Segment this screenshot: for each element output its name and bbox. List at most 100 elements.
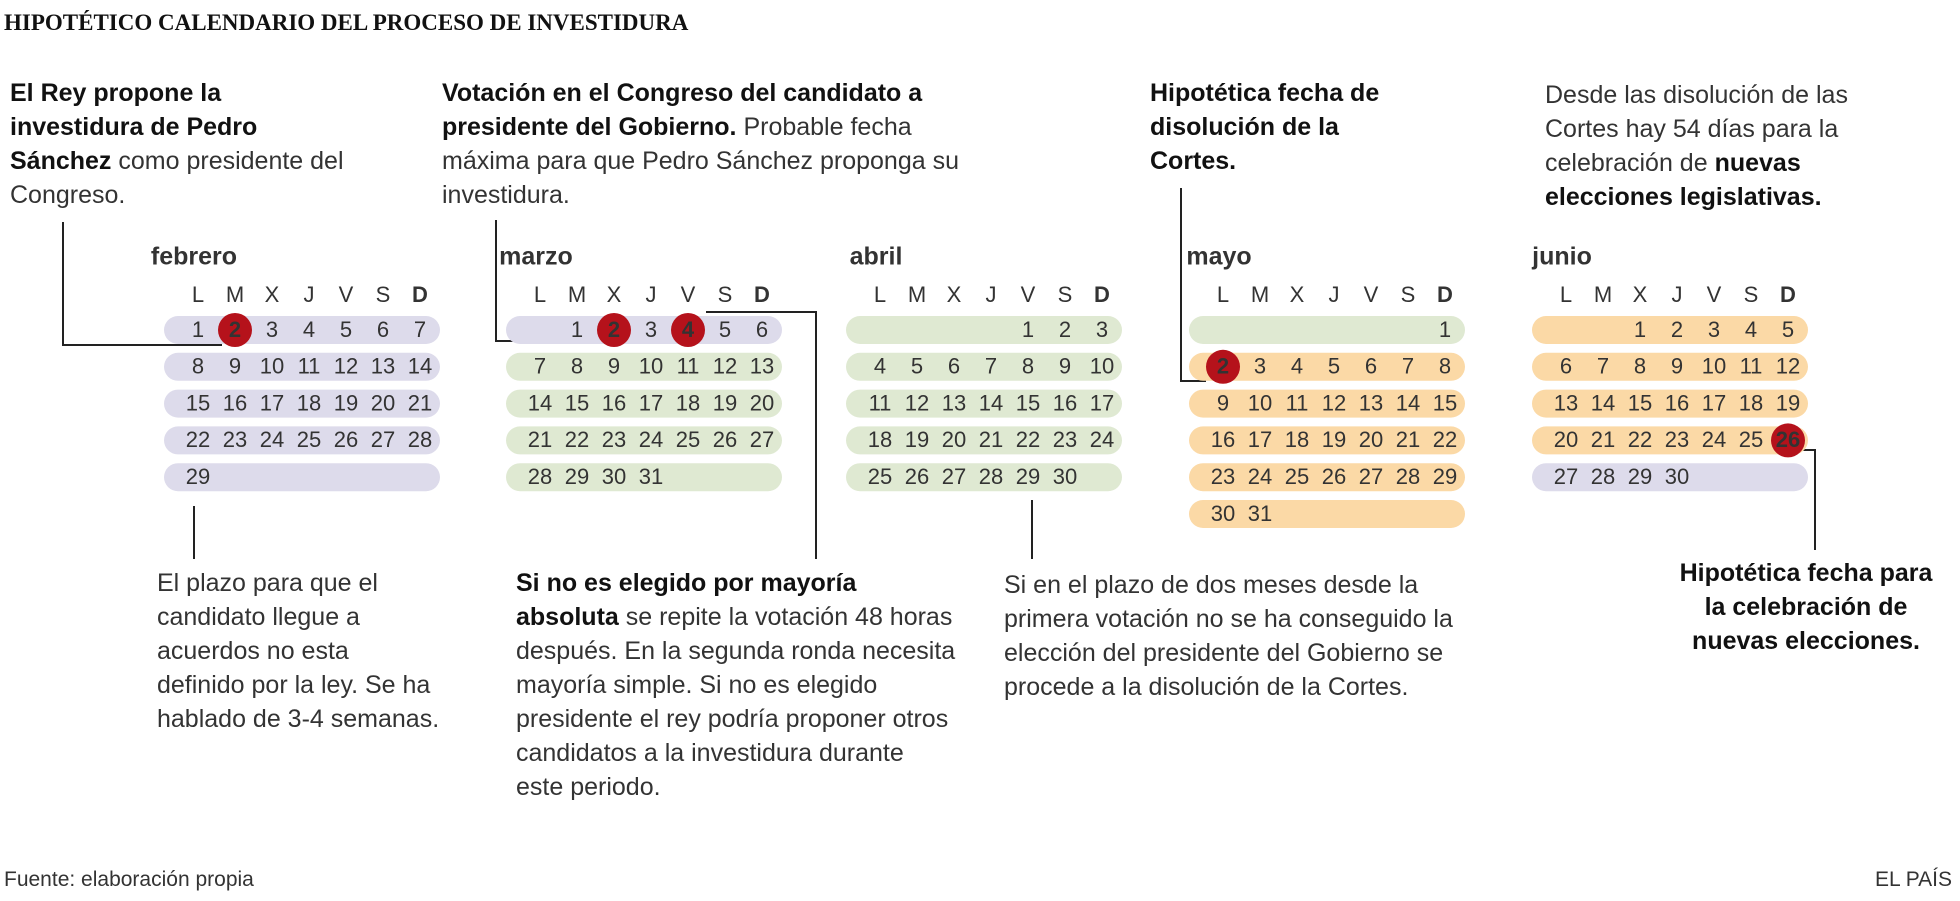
- highlight-circle: [1206, 349, 1240, 384]
- connector-line: [1180, 188, 1206, 382]
- annotation-text: nuevas elecciones legislativas.: [1545, 149, 1822, 211]
- weekday: L: [874, 282, 886, 307]
- day: 23: [1211, 464, 1235, 489]
- weekday: L: [1560, 282, 1572, 307]
- day: 24: [260, 427, 284, 452]
- annotation: Desde las disolución de las Cortes hay 5…: [1545, 78, 1905, 214]
- day: 21: [1396, 427, 1420, 452]
- day-highlighted: 2: [608, 317, 620, 342]
- day: 26: [713, 427, 737, 452]
- day: 11: [677, 354, 700, 379]
- week-row: [164, 463, 440, 492]
- day: 2: [1671, 317, 1683, 342]
- day-highlighted: 4: [682, 317, 695, 342]
- title: HIPOTÉTICO CALENDARIO DEL PROCESO DE INV…: [4, 10, 689, 35]
- day: 4: [303, 317, 315, 342]
- month-name: junio: [1531, 243, 1592, 271]
- day: 16: [223, 390, 247, 415]
- week-row: [846, 426, 1122, 455]
- week-row: [1532, 352, 1808, 381]
- day: 29: [1016, 464, 1040, 489]
- day: 31: [639, 464, 663, 489]
- day: 20: [942, 427, 966, 452]
- day: 26: [334, 427, 358, 452]
- day: 15: [1628, 390, 1652, 415]
- week-row: [506, 426, 782, 455]
- day: 19: [905, 427, 929, 452]
- day: 23: [602, 427, 626, 452]
- day: 25: [1739, 427, 1763, 452]
- day: 31: [1248, 501, 1272, 526]
- day: 27: [750, 427, 774, 452]
- annotation-text: Hipotética fecha de disolución de la Cor…: [1150, 79, 1380, 175]
- day: 12: [713, 354, 737, 379]
- day: 16: [1211, 427, 1235, 452]
- highlight-circle: [597, 313, 631, 347]
- day: 27: [1359, 464, 1383, 489]
- day: 18: [1285, 427, 1309, 452]
- day: 15: [1433, 390, 1457, 415]
- day: 20: [1554, 427, 1578, 452]
- annotation-text: El plazo para que el candidato llegue a …: [157, 569, 440, 733]
- day: 11: [298, 354, 321, 379]
- day: 17: [1248, 427, 1272, 452]
- day: 3: [1708, 317, 1720, 342]
- day: 4: [874, 354, 886, 379]
- week-row: [846, 463, 1122, 492]
- day: 1: [1022, 317, 1034, 342]
- weekday: M: [908, 282, 926, 307]
- day: 4: [1291, 354, 1303, 379]
- month-name: marzo: [499, 243, 573, 271]
- day: 24: [1248, 464, 1272, 489]
- annotation-text: Desde las disolución de las Cortes hay 5…: [1545, 81, 1848, 177]
- day: 6: [1560, 354, 1572, 379]
- day: 13: [371, 354, 395, 379]
- week-row: [1189, 352, 1465, 381]
- day: 21: [528, 427, 552, 452]
- day: 2: [1059, 317, 1071, 342]
- day: 30: [1211, 501, 1235, 526]
- day: 15: [1016, 390, 1040, 415]
- weekday: X: [1290, 282, 1305, 307]
- weekday: V: [1364, 282, 1379, 307]
- day: 1: [192, 317, 204, 342]
- day: 10: [1090, 354, 1114, 379]
- annotation-text: Probable fecha máxima para que Pedro Sán…: [442, 113, 959, 209]
- day: 30: [602, 464, 626, 489]
- day: 13: [1554, 390, 1578, 415]
- weekday: J: [304, 282, 315, 307]
- day: 18: [676, 390, 700, 415]
- week-row: [1189, 316, 1465, 344]
- day: 3: [1096, 317, 1108, 342]
- week-row: [1532, 389, 1808, 418]
- day: 3: [266, 317, 278, 342]
- annotation-text: Hipotética fecha para la celebración de …: [1679, 559, 1933, 655]
- weekday: X: [265, 282, 280, 307]
- day: 8: [1022, 354, 1034, 379]
- day: 13: [1359, 390, 1383, 415]
- day-highlighted: 26: [1776, 427, 1800, 452]
- day: 7: [1402, 354, 1414, 379]
- annotation-text: se repite la votación 48 horas después. …: [516, 603, 956, 801]
- day: 19: [1776, 390, 1800, 415]
- day: 21: [1591, 427, 1615, 452]
- annotation-text: como presidente del Congreso.: [10, 147, 344, 209]
- day: 16: [602, 390, 626, 415]
- day: 9: [1059, 354, 1071, 379]
- week-row: [506, 352, 782, 381]
- day: 25: [868, 464, 892, 489]
- annotation-text: Si en el plazo de dos meses desde la pri…: [1004, 571, 1453, 701]
- day: 28: [408, 427, 432, 452]
- day: 9: [608, 354, 620, 379]
- day: 11: [1740, 354, 1763, 379]
- day: 3: [645, 317, 657, 342]
- weekday: S: [1401, 282, 1416, 307]
- day-highlighted: 2: [229, 317, 241, 342]
- weekday: J: [1329, 282, 1340, 307]
- weekday: M: [226, 282, 244, 307]
- day: 22: [1016, 427, 1040, 452]
- day: 13: [750, 354, 774, 379]
- week-row: [1532, 463, 1808, 492]
- day: 14: [528, 390, 552, 415]
- day: 7: [985, 354, 997, 379]
